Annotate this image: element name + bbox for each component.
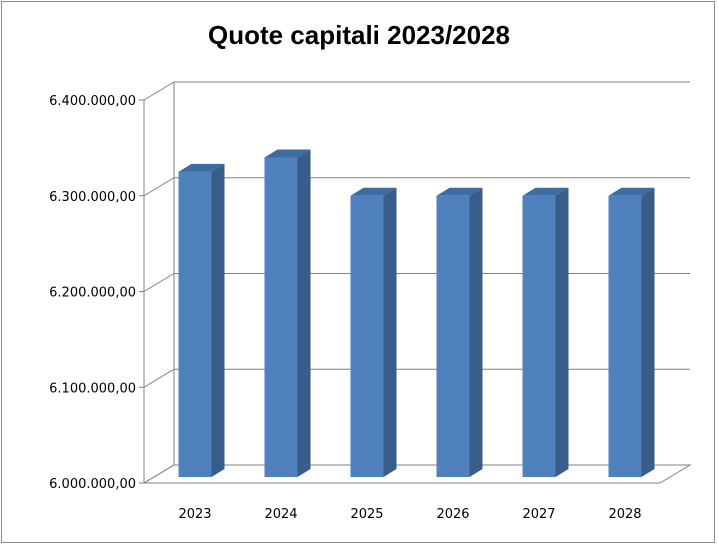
bar-top [522,187,569,196]
bar-front [436,195,470,477]
gridline-diagonal [143,81,175,101]
bar-side [211,163,225,477]
bar-side [641,187,655,477]
bars [178,149,655,477]
bar-front [608,195,642,477]
gridline-diagonal [143,177,175,197]
bar-side [383,187,397,477]
x-tick-label: 2028 [608,507,641,522]
bar-front [522,195,556,477]
chart-title: Quote capitali 2023/2028 [207,20,511,50]
bar-side [555,187,569,477]
x-axis-ticks: 2023 2024 2025 2026 2027 2028 [178,507,641,522]
x-tick-label: 2023 [178,507,211,522]
chart-walls [142,82,692,484]
bar-top [608,187,655,196]
bar [264,149,311,477]
chart-floor [142,464,692,484]
x-tick-label: 2027 [522,507,555,522]
bar-top [178,163,225,172]
bar [608,187,655,477]
bar-front [178,171,212,477]
gridline-diagonal [143,464,175,484]
x-tick-label: 2025 [350,507,383,522]
bar [436,187,483,477]
y-tick-label: 6.200.000,00 [49,286,136,301]
gridlines [139,81,690,484]
bar-top [264,149,311,158]
gridline-diagonal [143,368,175,388]
gridline-diagonal [143,273,175,292]
y-tick-label: 6.300.000,00 [49,190,136,205]
y-axis-ticks: 6.000.000,00 6.100.000,00 6.200.000,00 6.30… [49,94,136,492]
bar-front [264,157,298,477]
bar-front [350,195,384,477]
bar-side [469,187,483,477]
bar-top [436,187,483,196]
x-tick-label: 2024 [264,507,297,522]
bar-top [350,187,397,196]
bar [350,187,397,477]
y-tick-label: 6.000.000,00 [49,477,136,492]
y-tick-label: 6.400.000,00 [49,94,136,109]
x-tick-label: 2026 [436,507,469,522]
bar [178,163,225,477]
bar [522,187,569,477]
y-tick-label: 6.100.000,00 [49,381,136,396]
bar-side [297,149,311,477]
